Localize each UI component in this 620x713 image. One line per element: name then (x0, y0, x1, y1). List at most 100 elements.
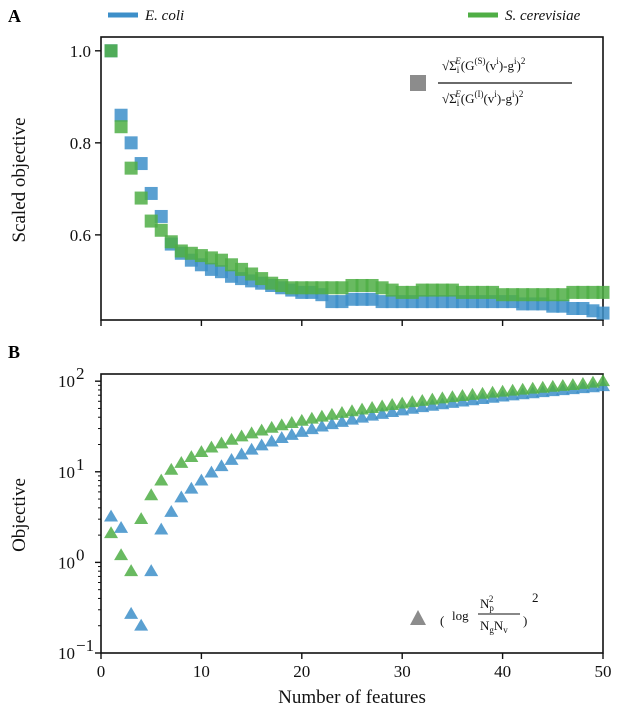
point-b-scerevisiae (505, 383, 520, 396)
point-b-scerevisiae (405, 395, 420, 408)
point-a-scerevisiae (305, 281, 319, 295)
point-a-scerevisiae (315, 281, 329, 295)
point-a-scerevisiae (425, 283, 439, 297)
point-b-scerevisiae (174, 456, 189, 468)
point-b-ecoli (334, 414, 349, 427)
point-a-scerevisiae (566, 285, 580, 299)
point-a-scerevisiae (395, 285, 409, 299)
point-b-scerevisiae (525, 381, 540, 394)
point-a-ecoli (225, 269, 239, 283)
point-a-scerevisiae (204, 251, 218, 265)
panel-a-ytick-label: 0.6 (70, 226, 91, 245)
panel-b-ytick-label: 10 (58, 372, 75, 391)
point-b-scerevisiae (555, 378, 570, 391)
point-b-ecoli (375, 406, 390, 419)
point-b-scerevisiae (345, 404, 359, 417)
point-b-scerevisiae (596, 374, 610, 387)
point-a-scerevisiae (325, 281, 339, 295)
panel-b-xtick-label: 0 (97, 662, 106, 681)
point-a-ecoli (144, 186, 158, 200)
point-a-scerevisiae (455, 285, 469, 299)
point-b-ecoli (154, 522, 169, 535)
point-a-scerevisiae (596, 285, 610, 299)
point-a-scerevisiae (235, 262, 249, 276)
point-a-scerevisiae (355, 278, 369, 292)
point-a-scerevisiae (465, 285, 479, 299)
panel-b-xtick-label: 30 (394, 662, 411, 681)
point-b-scerevisiae (465, 387, 480, 400)
point-b-ecoli (134, 618, 149, 631)
point-a-ecoli (355, 292, 369, 306)
legend: E. coli S. cerevisiae (108, 8, 581, 24)
point-a-scerevisiae (506, 288, 520, 302)
point-a-ecoli (325, 295, 339, 309)
point-b-scerevisiae (214, 436, 229, 449)
panel-b-annotation-marker (410, 610, 426, 625)
point-b-ecoli (365, 408, 380, 421)
panel-b-plot: Objective Number of features 10 −110 010 11… (9, 364, 612, 708)
point-a-scerevisiae (225, 258, 239, 272)
panel-b-xlabel: Number of features (278, 687, 426, 708)
point-a-ecoli (365, 292, 379, 306)
point-b-scerevisiae (355, 402, 370, 415)
point-a-ecoli (445, 295, 459, 309)
point-b-ecoli (184, 481, 199, 494)
point-a-scerevisiae (255, 272, 269, 286)
point-b-scerevisiae (385, 398, 400, 410)
point-b-ecoli (415, 400, 430, 413)
point-b-scerevisiae (204, 440, 219, 453)
point-a-scerevisiae (144, 214, 158, 228)
point-a-scerevisiae (375, 281, 389, 295)
panel-letter-b: B (8, 342, 20, 362)
svg-text:√ΣiE(G(S)(vi)-gi)2: √ΣiE(G(S)(vi)-gi)2 (442, 56, 525, 75)
point-b-ecoli (264, 434, 279, 447)
point-b-scerevisiae (294, 413, 309, 426)
panel-a-ytick-label: 1.0 (70, 42, 91, 61)
point-a-scerevisiae (345, 278, 359, 292)
panel-b-ytick-label: 10 (58, 644, 75, 663)
point-b-scerevisiae (455, 389, 470, 401)
point-b-scerevisiae (324, 407, 339, 420)
point-b-scerevisiae (445, 390, 460, 403)
point-a-scerevisiae (104, 44, 118, 58)
point-b-scerevisiae (134, 512, 149, 525)
point-b-scerevisiae (254, 423, 269, 436)
point-b-scerevisiae (314, 409, 329, 422)
point-a-scerevisiae (134, 191, 148, 205)
panel-b-ytick-exponent: −1 (76, 636, 94, 655)
point-b-scerevisiae (194, 445, 209, 457)
point-a-scerevisiae (536, 288, 550, 302)
panel-b-xtick-label: 20 (293, 662, 310, 681)
panel-b-frame (100, 373, 604, 654)
panel-a-plot: Scaled objective 0.6 0.8 1.0 √ΣiE(G(S)(vi)… (9, 36, 610, 326)
svg-text:√ΣiE(G(I)(vi)-gi)2: √ΣiE(G(I)(vi)-gi)2 (442, 89, 523, 108)
point-b-scerevisiae (575, 377, 590, 389)
panel-a-ytick-label: 0.8 (70, 134, 91, 153)
point-a-scerevisiae (526, 288, 540, 302)
point-a-scerevisiae (385, 283, 399, 297)
point-a-scerevisiae (295, 281, 309, 295)
point-a-scerevisiae (496, 288, 510, 302)
panel-b-annotation-formula: ( log Np2 NgNv ) 2 (440, 590, 539, 635)
point-a-scerevisiae (445, 283, 459, 297)
point-b-ecoli (104, 509, 119, 522)
point-a-scerevisiae (285, 281, 299, 295)
panel-b-ytick-exponent: 2 (76, 364, 85, 383)
point-b-scerevisiae (304, 411, 319, 424)
point-a-scerevisiae (114, 120, 128, 134)
point-a-scerevisiae (265, 276, 279, 290)
point-a-scerevisiae (184, 246, 198, 260)
point-a-ecoli (214, 265, 228, 279)
panel-b-xtick-label: 40 (494, 662, 511, 681)
point-b-ecoli (144, 564, 159, 577)
panel-b-ytick-label: 10 (58, 553, 75, 572)
point-a-scerevisiae (154, 223, 168, 237)
point-b-scerevisiae (274, 418, 289, 431)
point-b-scerevisiae (585, 375, 600, 388)
point-a-scerevisiae (335, 281, 349, 295)
point-b-scerevisiae (154, 473, 169, 486)
point-a-ecoli (114, 108, 128, 122)
point-a-ecoli (345, 292, 359, 306)
panel-a-annotation-marker (410, 75, 426, 91)
